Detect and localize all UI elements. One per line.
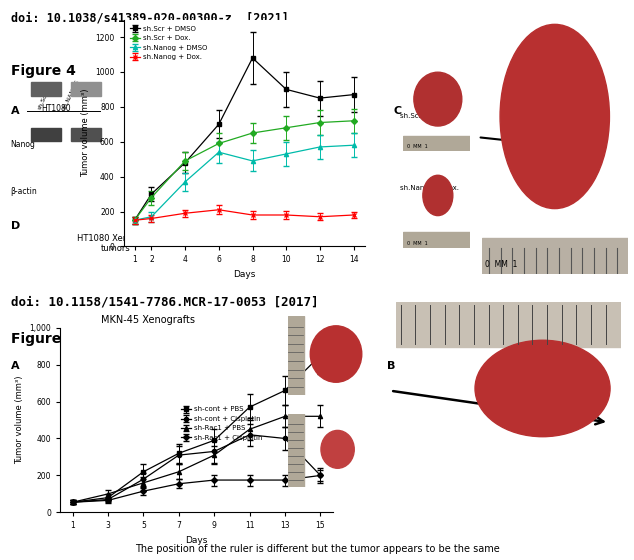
Text: HT1080 Xenograft
tumors: HT1080 Xenograft tumors [77, 234, 154, 253]
Legend: sh-cont + PBS, sh-cont + Cisplatin, sh-Rac1 + PBS, sh-Rac1 + Cisplatin: sh-cont + PBS, sh-cont + Cisplatin, sh-R… [178, 404, 266, 444]
Text: 0  MM  1: 0 MM 1 [406, 144, 427, 150]
Text: sh.Scr + DMSO: sh.Scr + DMSO [399, 113, 453, 119]
Text: B: B [125, 106, 133, 116]
Ellipse shape [310, 326, 362, 382]
Bar [403, 232, 470, 248]
Bar [31, 128, 61, 142]
Text: sh.NANOG: sh.NANOG [63, 79, 81, 111]
Text: A: A [11, 362, 19, 371]
X-axis label: Days: Days [185, 536, 208, 545]
Text: doi: 10.1158/1541-7786.MCR-17-0053 [2017]: doi: 10.1158/1541-7786.MCR-17-0053 [2017… [11, 296, 318, 309]
Text: D: D [11, 221, 20, 231]
Text: β-actin: β-actin [11, 187, 37, 197]
Ellipse shape [475, 340, 610, 437]
Bar [396, 302, 621, 347]
Y-axis label: Tumor volume (mm³): Tumor volume (mm³) [81, 88, 89, 178]
Bar [71, 82, 101, 96]
Text: C: C [394, 106, 401, 116]
Text: B: B [387, 362, 396, 371]
Bar [288, 414, 304, 487]
Text: Figure 6: Figure 6 [11, 332, 75, 346]
Bar [403, 136, 470, 151]
Bar [31, 82, 61, 96]
Bar [482, 237, 628, 274]
Text: A: A [11, 106, 19, 116]
Ellipse shape [321, 431, 354, 468]
Ellipse shape [414, 72, 462, 126]
Bar [288, 316, 304, 395]
Text: 0  MM  1: 0 MM 1 [485, 260, 517, 269]
Ellipse shape [423, 175, 453, 216]
Text: 0  MM  1: 0 MM 1 [406, 241, 427, 246]
X-axis label: Days: Days [233, 270, 256, 279]
Text: The position of the ruler is different but the tumor appears to be the same: The position of the ruler is different b… [134, 544, 500, 554]
Text: MKN-45 Xenografts: MKN-45 Xenografts [101, 315, 195, 325]
Y-axis label: Tumor volume (mm³): Tumor volume (mm³) [15, 376, 24, 464]
Text: sh.Scr: sh.Scr [37, 91, 50, 111]
Text: Figure 4: Figure 4 [11, 64, 75, 78]
Text: doi: 10.1038/s41389-020-00300-z  [2021]: doi: 10.1038/s41389-020-00300-z [2021] [11, 11, 288, 24]
Text: sh.Nanog + Dox.: sh.Nanog + Dox. [399, 185, 459, 191]
Text: HT1080: HT1080 [41, 104, 71, 113]
Text: Nanog: Nanog [11, 139, 36, 149]
Bar [71, 128, 101, 142]
Ellipse shape [500, 25, 609, 209]
Legend: sh.Scr + DMSO, sh.Scr + Dox., sh.Nanog + DMSO, sh.Nanog + Dox.: sh.Scr + DMSO, sh.Scr + Dox., sh.Nanog +… [127, 23, 210, 63]
